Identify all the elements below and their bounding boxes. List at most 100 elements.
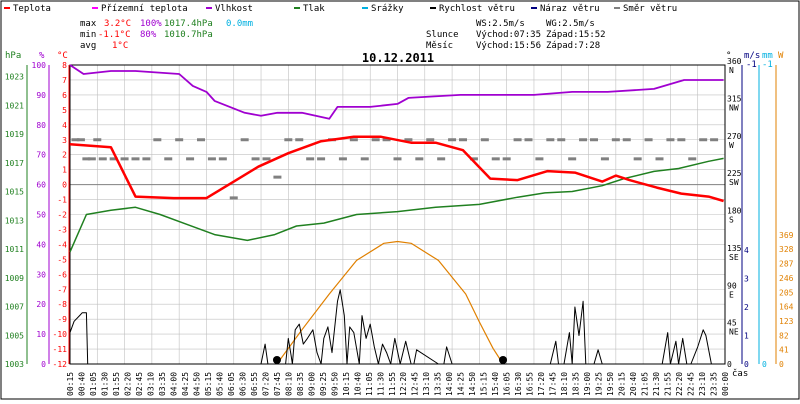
axis-dir-tick: 45 xyxy=(727,319,737,328)
sun-set: Západ:15:52 xyxy=(546,30,606,40)
axis-dir-tick: 270 xyxy=(727,132,742,141)
axis-hpa-tick: 1003 xyxy=(5,360,24,369)
sun-rise: Východ:07:35 xyxy=(476,30,541,40)
axis-pct-tick: 90 xyxy=(36,91,46,100)
moon-rise: Východ:15:56 xyxy=(476,41,541,51)
axis-pct-tick: 50 xyxy=(36,211,46,220)
x-tick-label: 18:35 xyxy=(572,372,581,396)
axis-pct-tick: 10 xyxy=(36,330,46,339)
x-tick-label: 09:25 xyxy=(319,372,328,396)
x-tick-label: 05:15 xyxy=(204,372,213,396)
stats-max-label: max xyxy=(80,19,97,29)
x-tick-label: 21:55 xyxy=(664,372,673,396)
axis-temp-tick: -6 xyxy=(57,270,67,279)
x-tick-label: 01:30 xyxy=(100,372,109,396)
axis-mm-top: -1 xyxy=(762,60,773,70)
axis-temp-tick: 7 xyxy=(62,76,67,85)
axis-w-tick: 369 xyxy=(779,231,794,240)
axis-ms-label: m/s xyxy=(744,51,760,61)
axis-dir-tick: 90 xyxy=(727,281,737,290)
axis-w-tick: 328 xyxy=(779,245,794,254)
x-tick-label: 02:20 xyxy=(123,372,132,396)
x-tick-label: 15:15 xyxy=(480,372,489,396)
axis-w-tick: 287 xyxy=(779,260,794,269)
x-tick-label: 07:20 xyxy=(261,372,270,396)
axis-temp-tick: -12 xyxy=(53,360,68,369)
axis-temp-tick: 8 xyxy=(62,61,67,70)
x-tick-label: 03:10 xyxy=(146,372,155,396)
axis-temp-tick: -9 xyxy=(57,315,67,324)
stats-min-hum: 80% xyxy=(140,30,157,40)
series-temperature xyxy=(69,135,724,203)
axis-dir-label: ° xyxy=(726,51,731,61)
x-tick-label: 16:30 xyxy=(514,372,523,396)
axis-dir-compass: NE xyxy=(729,328,739,337)
axis-w-tick: 41 xyxy=(779,346,789,355)
axis-mm-label: mm xyxy=(762,51,773,61)
x-tick-label: 06:55 xyxy=(250,372,259,396)
axis-dir-tick: 360 xyxy=(727,57,742,66)
axis-hpa-tick: 1011 xyxy=(5,245,24,254)
stats-block: max 3.2°C 100% 1017.4hPa 0.0mm min -1.1°… xyxy=(80,19,253,51)
x-tick-label: 07:45 xyxy=(273,372,282,396)
x-tick-label: 00:15 xyxy=(66,372,75,396)
axis-w-tick: 246 xyxy=(779,274,794,283)
x-tick-label: 10:40 xyxy=(353,372,362,396)
axis-w-label: W xyxy=(778,51,784,61)
axis-w-tick: 123 xyxy=(779,317,794,326)
legend-item: Náraz větru xyxy=(540,4,600,14)
x-tick-label: 01:55 xyxy=(112,372,121,396)
axis-temp-tick: -3 xyxy=(57,225,67,234)
axis-pct-tick: 30 xyxy=(36,270,46,279)
x-tick-label: 09:00 xyxy=(307,372,316,396)
axis-hpa-tick: 1005 xyxy=(5,331,24,340)
x-tick-label: 11:55 xyxy=(388,372,397,396)
x-tick-label: 19:00 xyxy=(583,372,592,396)
axis-hpa-tick: 1015 xyxy=(5,188,24,197)
legend-item: Směr větru xyxy=(623,4,677,14)
axis-dir-compass: N xyxy=(729,66,734,75)
axis-w-tick: 164 xyxy=(779,303,794,312)
x-tick-label: 12:20 xyxy=(399,372,408,396)
x-tick-label: 04:25 xyxy=(181,372,190,396)
series-wind-speed xyxy=(69,289,724,365)
x-tick-label: 14:00 xyxy=(445,372,454,396)
series-pressure xyxy=(69,157,724,253)
axis-temp-tick: 3 xyxy=(62,136,67,145)
axis-dir-tick: 180 xyxy=(727,207,742,216)
axis-w-tick: 82 xyxy=(779,331,789,340)
x-tick-label: 08:35 xyxy=(296,372,305,396)
grid xyxy=(69,64,726,365)
moon-set: Západ:7:28 xyxy=(546,41,600,51)
axis-ms-tick: 4 xyxy=(744,246,749,255)
x-tick-label: 09:50 xyxy=(330,372,339,396)
axis-hpa-tick: 1009 xyxy=(5,274,24,283)
x-tick-label: 05:40 xyxy=(215,372,224,396)
axis-dir-compass: SE xyxy=(729,253,739,262)
legend-item: Rychlost větru xyxy=(439,4,515,14)
axis-dir-tick: 315 xyxy=(727,94,742,103)
sun-label: Slunce xyxy=(426,30,459,40)
axis-dir-tick: 0 xyxy=(727,360,732,369)
x-tick-label: 16:05 xyxy=(503,372,512,396)
wind-ws: WS:2.5m/s xyxy=(476,19,525,29)
x-tick-label: 21:05 xyxy=(641,372,650,396)
x-tick-label: 00:40 xyxy=(77,372,86,396)
axis-hpa-tick: 1019 xyxy=(5,130,24,139)
axis-temp-tick: 1 xyxy=(62,166,67,175)
axis-temp-tick: -4 xyxy=(57,240,67,249)
axis-dir-compass: W xyxy=(729,141,734,150)
moon-label: Měsíc xyxy=(426,41,453,51)
x-axis: 00:15 00:40 01:05 01:30 01:55 02:20 02:45 03:10… xyxy=(66,372,730,396)
axis-temp-tick: 0 xyxy=(62,181,67,190)
axis-dir-tick: 135 xyxy=(727,244,742,253)
legend-item: Vlhkost xyxy=(215,4,253,14)
axis-w-tick: 205 xyxy=(779,288,794,297)
series-solar xyxy=(276,240,504,365)
x-tick-label: 13:35 xyxy=(434,372,443,396)
axis-pct-tick: 100 xyxy=(32,61,47,70)
x-tick-label: 20:40 xyxy=(629,372,638,396)
legend-item: Tlak xyxy=(303,4,325,14)
x-tick-label: 03:35 xyxy=(158,372,167,396)
